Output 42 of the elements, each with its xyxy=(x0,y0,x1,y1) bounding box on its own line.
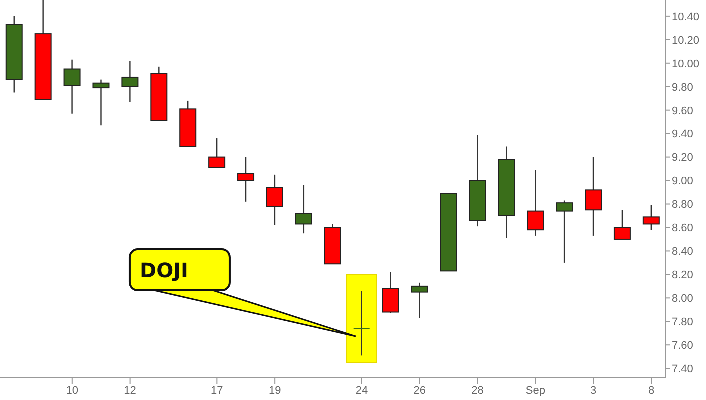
candlestick xyxy=(382,272,400,314)
candlestick xyxy=(585,156,602,237)
x-tick-label: 24 xyxy=(356,384,368,397)
candlestick xyxy=(642,204,660,231)
y-tick-label: 9.20 xyxy=(672,152,694,164)
y-tick-label: 8.00 xyxy=(672,293,694,306)
x-tick-label: 3 xyxy=(590,384,597,397)
y-tick-label: 10.40 xyxy=(672,11,700,24)
y-tick-label: 8.40 xyxy=(672,246,694,258)
candlestick xyxy=(266,174,284,226)
y-tick-label: 7.60 xyxy=(672,340,694,352)
x-tick-label: 8 xyxy=(648,384,655,397)
x-tick-label: Sep xyxy=(526,384,546,397)
y-tick-label: 8.60 xyxy=(672,222,694,235)
candlestick xyxy=(527,170,544,237)
annotation: DOJI xyxy=(140,258,188,283)
x-tick-label: 28 xyxy=(472,384,484,397)
y-tick-label: 10.20 xyxy=(672,34,700,47)
x-tick-label: 26 xyxy=(414,384,426,397)
y-tick-label: 8.20 xyxy=(672,270,694,282)
y-tick-label: 10.00 xyxy=(672,58,700,70)
y-tick-label: 7.40 xyxy=(672,364,694,376)
candlestick xyxy=(353,290,370,356)
x-tick-label: 10 xyxy=(66,384,79,397)
y-tick-label: 8.80 xyxy=(672,199,694,212)
y-tick-label: 9.40 xyxy=(672,128,694,141)
y-tick-label: 9.00 xyxy=(672,176,694,188)
candlestick xyxy=(238,156,255,203)
x-tick-label: 12 xyxy=(124,384,136,397)
candlestick xyxy=(614,210,631,240)
x-tick-label: 19 xyxy=(268,384,282,397)
y-tick-label: 9.80 xyxy=(672,82,694,94)
candlestick xyxy=(208,138,226,168)
candlestick xyxy=(64,59,81,114)
candlestick xyxy=(556,200,574,264)
x-tick-label: 17 xyxy=(211,384,224,397)
y-tick-label: 9.60 xyxy=(672,105,694,118)
candlestick xyxy=(295,184,312,234)
candlestick xyxy=(122,60,139,103)
candlestick xyxy=(92,79,110,126)
y-tick-label: 7.80 xyxy=(672,316,694,329)
candlestick xyxy=(411,282,428,319)
